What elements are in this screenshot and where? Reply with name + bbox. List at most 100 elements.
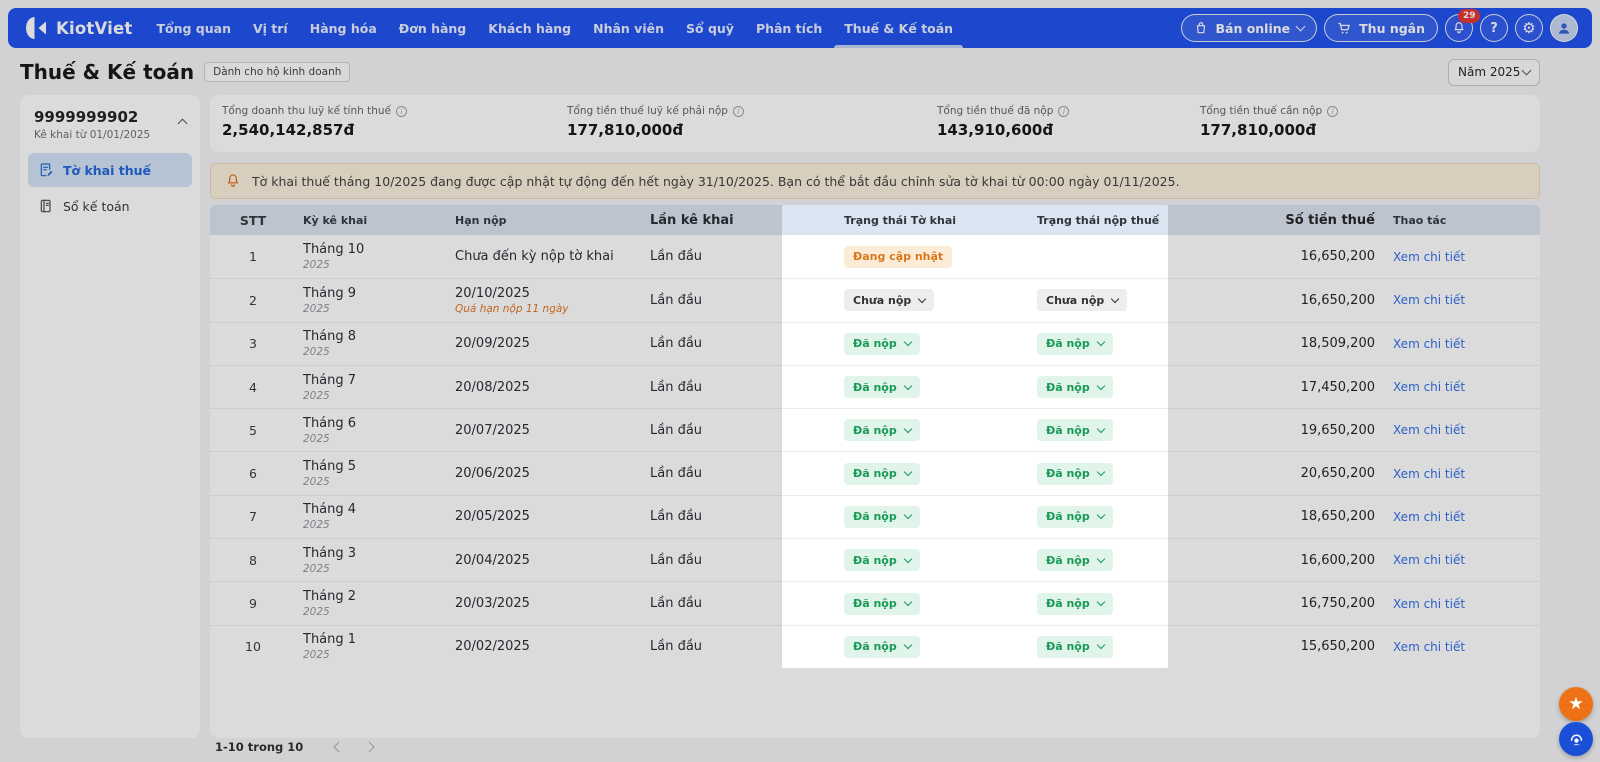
payment-status-badge[interactable]: Chưa nộp	[1037, 289, 1127, 311]
status-label: Đã nộp	[1046, 337, 1090, 350]
prev-page-chevron-icon[interactable]	[334, 741, 345, 752]
declaration-period: Tháng 82025	[296, 323, 455, 365]
support-button[interactable]	[1559, 722, 1593, 756]
rewards-star-button[interactable]: ★	[1559, 687, 1593, 721]
nav-item[interactable]: Phân tích	[756, 8, 822, 48]
payment-status-badge[interactable]: Đã nộp	[1037, 636, 1113, 658]
nav-item[interactable]: Khách hàng	[488, 8, 571, 48]
actions-cell: Xem chi tiết	[1375, 235, 1540, 278]
attempt-cell: Lần đầu	[650, 582, 782, 624]
nav-item[interactable]: Sổ quỹ	[686, 8, 734, 48]
cart-icon	[1337, 21, 1352, 36]
payment-status-badge[interactable]: Đã nộp	[1037, 593, 1113, 615]
user-avatar[interactable]	[1550, 14, 1578, 42]
attempt-cell: Lần đầu	[650, 235, 782, 278]
attempt-cell: Lần đầu	[650, 409, 782, 451]
declaration-status-badge[interactable]: Đã nộp	[844, 376, 920, 398]
nav-item[interactable]: Thuế & Kế toán	[844, 8, 953, 48]
due-date-text: 20/10/2025	[455, 286, 530, 301]
info-icon[interactable]: i	[1327, 106, 1338, 117]
declaration-status-badge[interactable]: Đã nộp	[844, 593, 920, 615]
view-detail-link[interactable]: Xem chi tiết	[1393, 467, 1465, 481]
settings-button[interactable]: ⚙	[1515, 14, 1543, 42]
chevron-down-icon	[1522, 66, 1532, 76]
tax-code: 9999999902	[34, 108, 188, 126]
attempt-cell: Lần đầu	[650, 539, 782, 581]
payment-status-badge[interactable]: Đã nộp	[1037, 333, 1113, 355]
declaration-status-cell: Đã nộp	[782, 323, 975, 365]
declaration-status-badge[interactable]: Đã nộp	[844, 333, 920, 355]
column-header-label: Trạng thái Tờ khai	[844, 214, 956, 227]
ban-online-label: Bán online	[1215, 21, 1290, 36]
info-icon[interactable]: i	[1058, 106, 1069, 117]
payment-status-badge[interactable]: Đã nộp	[1037, 506, 1113, 528]
payment-status-badge[interactable]: Đã nộp	[1037, 419, 1113, 441]
payment-status-cell: Đã nộp	[975, 366, 1168, 408]
declaration-period: Tháng 92025	[296, 279, 455, 321]
nav-item[interactable]: Đơn hàng	[399, 8, 467, 48]
view-detail-link[interactable]: Xem chi tiết	[1393, 250, 1465, 264]
view-detail-link[interactable]: Xem chi tiết	[1393, 423, 1465, 437]
view-detail-link[interactable]: Xem chi tiết	[1393, 337, 1465, 351]
payment-status-cell: Đã nộp	[975, 409, 1168, 451]
due-date-text: 20/04/2025	[455, 553, 530, 568]
payment-status-badge[interactable]: Đã nộp	[1037, 549, 1113, 571]
declaration-period: Tháng 22025	[296, 582, 455, 624]
info-icon[interactable]: i	[733, 106, 744, 117]
view-detail-link[interactable]: Xem chi tiết	[1393, 553, 1465, 567]
page-title: Thuế & Kế toán	[20, 60, 194, 84]
declaration-status-cell: Đã nộp	[782, 366, 975, 408]
declaration-status-cell: Chưa nộp	[782, 279, 975, 321]
column-header: Thao tác	[1375, 205, 1540, 235]
declaration-period: Tháng 42025	[296, 496, 455, 538]
table-row: 4Tháng 7202520/08/2025Lần đầuĐã nộpĐã nộ…	[210, 365, 1540, 408]
table-row: 6Tháng 5202520/06/2025Lần đầuĐã nộpĐã nộ…	[210, 451, 1540, 494]
thu-ngan-button[interactable]: Thu ngân	[1324, 14, 1438, 42]
top-navbar: KiotViet Tổng quan Vị trí Hàng hóa Đơn hàng…	[8, 8, 1592, 48]
view-detail-link[interactable]: Xem chi tiết	[1393, 640, 1465, 654]
payment-status-badge[interactable]: Đã nộp	[1037, 463, 1113, 485]
sidebar-item[interactable]: Tờ khai thuế	[28, 153, 192, 187]
view-detail-link[interactable]: Xem chi tiết	[1393, 380, 1465, 394]
declaration-status-badge[interactable]: Đã nộp	[844, 506, 920, 528]
chevron-down-icon	[1096, 425, 1104, 433]
view-detail-link[interactable]: Xem chi tiết	[1393, 293, 1465, 307]
payment-status-badge[interactable]: Đã nộp	[1037, 376, 1113, 398]
year-select[interactable]: Năm 2025	[1448, 59, 1540, 86]
declaration-status-badge[interactable]: Đã nộp	[844, 549, 920, 571]
row-index: 6	[210, 452, 296, 494]
help-button[interactable]: ?	[1480, 14, 1508, 42]
chevron-down-icon	[1096, 641, 1104, 649]
status-label: Chưa nộp	[1046, 294, 1104, 307]
declaration-status-badge[interactable]: Đang cập nhật	[844, 246, 952, 268]
ledger-icon	[38, 198, 54, 214]
nav-item[interactable]: Vị trí	[253, 8, 288, 48]
sidebar-item[interactable]: Sổ kế toán	[28, 189, 192, 223]
declaration-status-badge[interactable]: Chưa nộp	[844, 289, 934, 311]
view-detail-link[interactable]: Xem chi tiết	[1393, 510, 1465, 524]
nav-item[interactable]: Hàng hóa	[310, 8, 377, 48]
ban-online-button[interactable]: Bán online	[1181, 14, 1317, 42]
status-label: Đã nộp	[1046, 597, 1090, 610]
info-icon[interactable]: i	[396, 106, 407, 117]
notifications-button[interactable]: 29	[1445, 14, 1473, 42]
next-page-chevron-icon[interactable]	[364, 741, 375, 752]
declaration-status-badge[interactable]: Đã nộp	[844, 463, 920, 485]
declaration-status-badge[interactable]: Đã nộp	[844, 636, 920, 658]
declarations-table: STTKỳ kê khaiHạn nộpLần kê khaiTrạng thá…	[210, 205, 1540, 738]
period-year: 2025	[303, 476, 330, 488]
column-header: Kỳ kê khai	[296, 205, 455, 235]
declaration-status-badge[interactable]: Đã nộp	[844, 419, 920, 441]
period-month: Tháng 8	[303, 329, 356, 344]
nav-item[interactable]: Tổng quan	[156, 8, 231, 48]
payment-status-cell: Đã nộp	[975, 582, 1168, 624]
kiotviet-logo[interactable]: KiotViet	[22, 15, 132, 41]
pagination-label: 1-10 trong 10	[215, 740, 303, 754]
stat-block: Tổng doanh thu luỹ kế tính thuếi2,540,14…	[222, 105, 407, 139]
table-row: 1Tháng 102025Chưa đến kỳ nộp tờ khaiLần …	[210, 235, 1540, 278]
nav-item[interactable]: Nhân viên	[593, 8, 664, 48]
attempt-cell: Lần đầu	[650, 496, 782, 538]
view-detail-link[interactable]: Xem chi tiết	[1393, 597, 1465, 611]
table-row: 7Tháng 4202520/05/2025Lần đầuĐã nộpĐã nộ…	[210, 495, 1540, 538]
table-row: 3Tháng 8202520/09/2025Lần đầuĐã nộpĐã nộ…	[210, 322, 1540, 365]
